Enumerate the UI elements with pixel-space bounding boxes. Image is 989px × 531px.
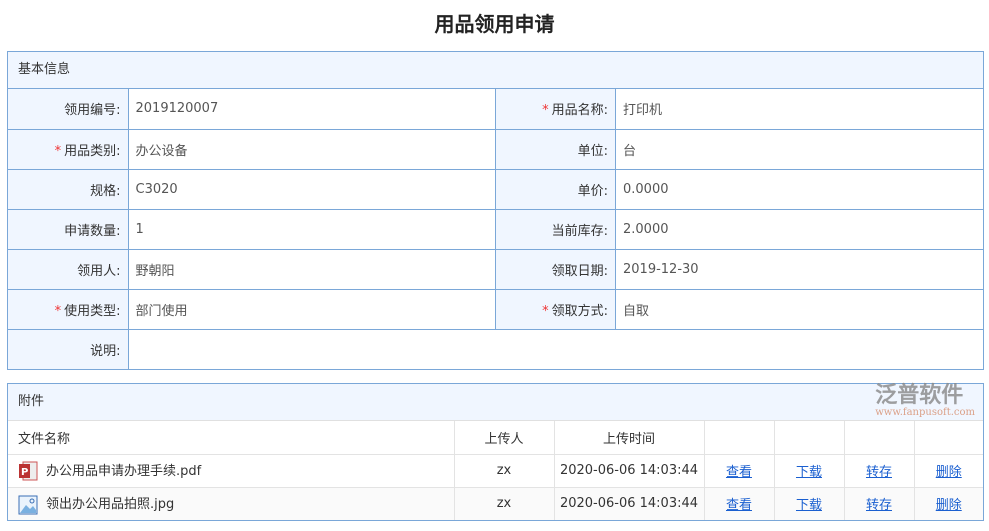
field-value: 1: [127, 208, 496, 249]
form-row: * 用品类别: 办公设备 单位: 台: [8, 128, 983, 169]
field-label: * 用品名称:: [495, 89, 616, 129]
upload-time: 2020-06-06 14:03:44: [553, 486, 704, 520]
file-name-cell[interactable]: 领出办公用品拍照.jpg: [8, 486, 454, 520]
form-row: 领用编号: 2019120007 * 用品名称: 打印机: [8, 89, 983, 129]
note-value: [127, 328, 983, 369]
attachments-panel: 附件 文件名称 上传人 上传时间 P 办公用品申请办理手续.pdf zx 2020-0…: [7, 383, 984, 521]
image-icon: [18, 495, 46, 514]
field-label: 领用人:: [8, 248, 128, 289]
field-label: 当前库存:: [495, 208, 616, 249]
page-title: 用品领用申请: [434, 12, 555, 36]
pdf-icon: P: [18, 461, 46, 481]
required-mark: *: [54, 143, 62, 159]
upload-time: 2020-06-06 14:03:44: [553, 453, 704, 487]
attachments-header-row: 文件名称 上传人 上传时间: [8, 421, 983, 454]
basic-info-header: 基本信息: [8, 52, 983, 89]
field-value: 自取: [615, 288, 983, 329]
required-mark: *: [542, 303, 549, 319]
field-value: 部门使用: [127, 288, 496, 329]
uploader: zx: [453, 453, 554, 487]
col-header-filename: 文件名称: [18, 431, 71, 447]
field-label: * 使用类型:: [8, 288, 128, 329]
field-label: 申请数量:: [8, 208, 128, 249]
field-value: 台: [615, 128, 983, 169]
save-as-link[interactable]: 转存: [865, 498, 892, 514]
form-row: 领用人: 野朝阳 领取日期: 2019-12-30: [8, 248, 983, 289]
field-value: 打印机: [615, 89, 983, 129]
field-label: 规格:: [8, 168, 128, 209]
col-header-time: 上传时间: [553, 421, 704, 454]
form-row: 规格: C3020 单价: 0.0000: [8, 168, 983, 209]
form-row: 申请数量: 1 当前库存: 2.0000: [8, 208, 983, 249]
view-link[interactable]: 查看: [725, 498, 752, 514]
delete-link[interactable]: 删除: [935, 465, 962, 480]
field-value: C3020: [127, 168, 496, 209]
delete-link[interactable]: 删除: [935, 498, 962, 514]
col-header-uploader: 上传人: [453, 421, 554, 454]
basic-info-table: 领用编号: 2019120007 * 用品名称: 打印机 * 用品类别: 办公设备 单位: 台规格…: [8, 89, 983, 369]
view-link[interactable]: 查看: [725, 465, 752, 480]
form-row-note: 说明:: [8, 328, 983, 369]
field-value: 2.0000: [615, 208, 983, 249]
field-label: 领用编号:: [8, 89, 128, 129]
download-link[interactable]: 下载: [795, 465, 822, 480]
field-label: 单位:: [495, 128, 616, 169]
attachments-table: 文件名称 上传人 上传时间 P 办公用品申请办理手续.pdf zx 2020-06-0…: [8, 421, 983, 520]
basic-info-panel: 基本信息 领用编号: 2019120007 * 用品名称: 打印机 * 用品类别: 办公设备单…: [7, 51, 984, 370]
form-row: * 使用类型: 部门使用 * 领取方式: 自取: [8, 288, 983, 329]
field-label: * 用品类别:: [8, 128, 128, 169]
attachment-row: P 办公用品申请办理手续.pdf zx 2020-06-06 14:03:44 查看 下载…: [8, 453, 983, 487]
field-value: 野朝阳: [127, 248, 496, 289]
field-value: 2019120007: [127, 89, 496, 129]
svg-text:P: P: [21, 467, 28, 478]
attachment-row: 领出办公用品拍照.jpg zx 2020-06-06 14:03:44 查看 下载 转存 删…: [8, 486, 983, 520]
save-as-link[interactable]: 转存: [865, 465, 892, 480]
note-label: 说明:: [8, 328, 128, 369]
file-name-cell[interactable]: P 办公用品申请办理手续.pdf: [8, 453, 454, 487]
field-label: 领取日期:: [495, 248, 616, 289]
watermark-logo: 泛普软件 www.fanpusoft.com: [875, 383, 975, 419]
field-value: 0.0000: [615, 168, 983, 209]
required-mark: *: [54, 303, 62, 319]
field-label: * 领取方式:: [495, 288, 616, 329]
uploader: zx: [453, 486, 554, 520]
attachments-header: 附件: [8, 384, 983, 421]
field-value: 办公设备: [127, 128, 496, 169]
field-label: 单价:: [495, 168, 616, 209]
field-value: 2019-12-30: [615, 248, 983, 289]
required-mark: *: [542, 103, 549, 119]
download-link[interactable]: 下载: [795, 498, 822, 514]
